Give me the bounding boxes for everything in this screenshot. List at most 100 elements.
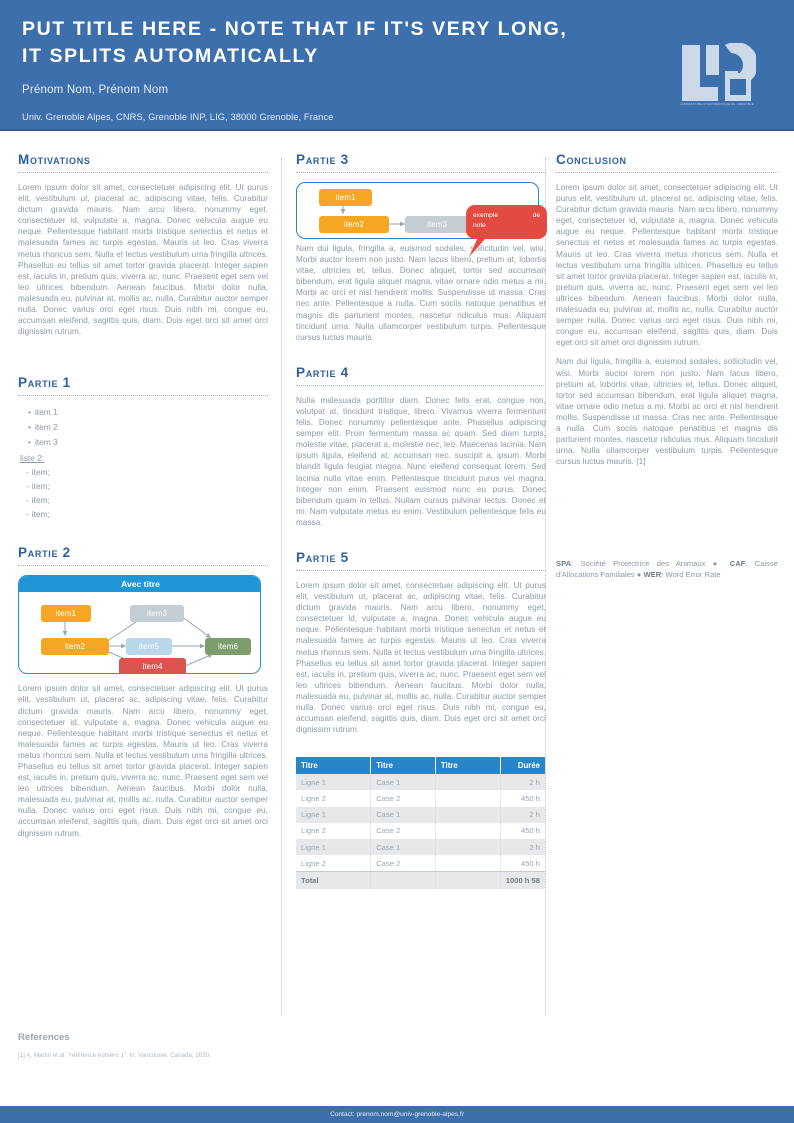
table-cell (370, 871, 436, 889)
table-cell: 2 h (500, 839, 545, 856)
section-heading-motivations: Motivations (18, 152, 91, 167)
table-cell: Ligne 2 (296, 790, 372, 807)
table-cell: 450 h (500, 790, 545, 807)
partie2-body: Lorem ipsum dolor sit amet, consectetuer… (18, 684, 268, 838)
table-cell: Case 2 (370, 790, 436, 807)
table-cell: Ligne 1 (296, 839, 372, 856)
table-header-cell: Titre (296, 757, 372, 775)
table-cell: Case 1 (370, 774, 436, 791)
table-cell: 2 h (500, 806, 545, 823)
table-cell (435, 806, 501, 823)
section-rule (18, 395, 268, 397)
table-cell (435, 822, 501, 840)
table-header-row: Titre Titre Titre Durée (296, 757, 545, 775)
references-section: References [1] A. Martin et al. “référen… (18, 1032, 538, 1059)
abbrev-val-wer: : Word Error Rate (661, 569, 721, 579)
section-rule (296, 384, 546, 386)
motivations-body: Lorem ipsum dolor sit amet, consectetuer… (18, 183, 268, 337)
list-item: item 2 (28, 420, 268, 435)
list-item: item; (26, 493, 268, 507)
section-motivations: Motivations Lorem ipsum dolor sit amet, … (18, 152, 268, 337)
abbreviations-note: SPA: Société Protectrice des Animaux ● C… (556, 559, 778, 580)
affiliation: Univ. Grenoble Alpes, CNRS, Grenoble INP… (22, 112, 334, 122)
table-total-row: Total 1000 h 58 (296, 871, 545, 889)
section-partie3: Partie 3 item1 item2 item3 (296, 152, 547, 343)
section-rule (556, 172, 778, 173)
table-cell: 1000 h 58 (500, 871, 545, 889)
author-list: Prénom Nom, Prénom Nom (22, 84, 169, 96)
section-partie2: Partie 2 Avec titre (18, 545, 268, 838)
diagram-node-item4: item4 (119, 658, 186, 674)
table-header-cell: Titre (370, 757, 436, 775)
table-cell: Case 1 (370, 839, 436, 856)
table-header-cell: Titre (435, 757, 501, 775)
reference-item: [1] A. Martin et al. “référence numéro 1… (18, 1052, 211, 1059)
abbrev-val-spa: : Société Protectrice des Animaux (571, 559, 713, 569)
section-partie5: Partie 5 Lorem ipsum dolor sit amet, con… (296, 550, 546, 735)
list-item: item; (26, 479, 268, 493)
note-text-line2: note (473, 222, 486, 229)
diagram-node-item2: item2 (41, 638, 109, 656)
diagram-node-item1: item1 (319, 189, 372, 206)
table-cell: Ligne 1 (296, 806, 372, 823)
section-rule (296, 172, 546, 173)
section-heading-partie3: Partie 3 (296, 152, 349, 167)
diagram-node-item1: item1 (41, 605, 91, 623)
figure-partie3: item1 item2 item3 exemple de note (296, 182, 547, 257)
list-item: item; (26, 465, 268, 479)
abbrev-val-caf: : Caisse d'Allocations Familiales (556, 559, 778, 579)
abbrev-separator: ● (712, 559, 730, 569)
left-column: Motivations Lorem ipsum dolor sit amet, … (18, 152, 268, 861)
contact-email[interactable]: Contact: prenom.nom@univ-grenoble-alpes.… (330, 1111, 464, 1118)
table-cell: Case 2 (370, 822, 436, 840)
data-table: Titre Titre Titre Durée Ligne 1 Case 1 2… (296, 757, 545, 889)
liste2-label: liste 2: (20, 453, 45, 464)
references-heading: References (18, 1032, 70, 1043)
dash-list: item; item; item; item; (26, 465, 268, 521)
section-rule (18, 172, 268, 173)
figure-title-bar: Avec titre (19, 576, 260, 593)
partie3-body: Nam dui ligula, fringilla a, euismod sod… (296, 244, 546, 342)
table-cell: Ligne 1 (296, 774, 372, 791)
table-row: Ligne 2 Case 2 450 h (296, 822, 545, 840)
section-partie1: Partie 1 item 1 item 2 item 3 liste 2: i… (18, 375, 268, 521)
lig-logo-icon (678, 43, 756, 105)
table-row: Ligne 2 Case 2 450 h (296, 790, 545, 807)
abbrev-key-caf: CAF (729, 559, 746, 569)
table-cell: 450 h (500, 822, 545, 840)
table-cell (435, 790, 501, 807)
logo-caption: LABORATOIRE D'INFORMATIQUE DE GRENOBLE (680, 103, 754, 106)
note-bubble: exemple de note (466, 205, 547, 239)
right-column: Conclusion Lorem ipsum dolor sit amet, c… (556, 152, 778, 580)
table-cell: Case 2 (370, 855, 436, 872)
diagram-node-item5: item5 (126, 638, 172, 656)
diagram-node-item2: item2 (319, 216, 389, 233)
partie4-body: Nulla malesuada porttitor diam. Donec fe… (296, 395, 546, 527)
partie5-body: Lorem ipsum dolor sit amet, consectetuer… (296, 580, 546, 735)
diagram-node-item3: item3 (130, 605, 184, 623)
section-heading-conclusion: Conclusion (556, 152, 627, 167)
diagram-node-item6: item6 (205, 638, 251, 656)
table-cell: 450 h (500, 855, 545, 872)
table-row: Ligne 2 Case 2 450 h (296, 855, 545, 872)
section-heading-partie1: Partie 1 (18, 375, 71, 391)
table-row: Ligne 1 Case 1 2 h (296, 774, 545, 791)
table-cell: Total (296, 871, 372, 889)
diagram-node-item3: item3 (405, 216, 469, 233)
table-cell: Ligne 2 (296, 855, 372, 872)
list-item: item 1 (28, 405, 268, 420)
note-text-left: exemple (473, 212, 498, 219)
figure-avec-titre: Avec titre item1 item3 (18, 575, 261, 675)
section-heading-partie5: Partie 5 (296, 549, 349, 565)
list-item: item; (26, 507, 268, 521)
page-title: Put title here - note that if it's very … (22, 18, 568, 67)
table-cell: 2 h (500, 774, 545, 791)
section-heading-partie2: Partie 2 (18, 545, 71, 561)
conclusion-body-2: Nam dui ligula, fringilla a, euismod sod… (556, 357, 778, 467)
section-partie4: Partie 4 Nulla malesuada porttitor diam.… (296, 365, 546, 528)
conclusion-body-1: Lorem ipsum dolor sit amet, consectetuer… (556, 183, 778, 348)
abbrev-key-wer: WER (643, 569, 662, 579)
table-row: Ligne 1 Case 1 2 h (296, 839, 545, 856)
table-cell: Case 1 (370, 806, 436, 823)
